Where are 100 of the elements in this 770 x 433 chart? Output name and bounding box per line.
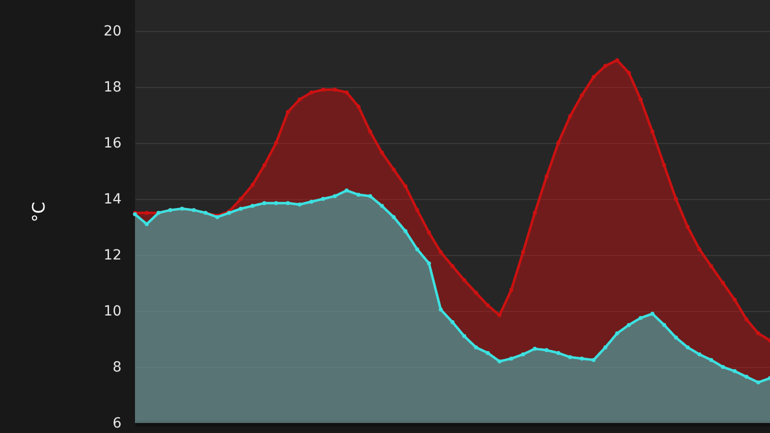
point: [638, 316, 643, 320]
point: [262, 201, 266, 206]
point: [238, 196, 243, 201]
point: [462, 334, 466, 338]
point: [638, 97, 643, 102]
point: [509, 288, 514, 292]
point: [415, 208, 420, 212]
point: [662, 163, 666, 168]
point: [521, 250, 526, 254]
point: [532, 346, 537, 351]
point: [744, 317, 748, 322]
y-tick-label: 14: [104, 191, 122, 208]
point: [615, 58, 620, 62]
point: [509, 356, 514, 361]
point: [521, 352, 526, 356]
point: [286, 110, 290, 114]
point: [732, 369, 737, 374]
point: [286, 201, 290, 206]
point: [344, 188, 349, 192]
point: [626, 322, 631, 327]
point: [403, 184, 408, 188]
point: [368, 130, 372, 134]
point: [544, 348, 549, 352]
point: [321, 196, 326, 201]
point: [262, 163, 266, 168]
point: [298, 97, 302, 102]
point: [592, 358, 596, 362]
point: [650, 130, 654, 134]
y-tick-label: 8: [112, 359, 122, 376]
point: [298, 202, 302, 206]
point: [356, 104, 360, 108]
point: [697, 352, 702, 356]
point: [344, 90, 349, 94]
point: [709, 264, 714, 268]
point: [380, 150, 384, 155]
point: [756, 380, 760, 384]
point: [544, 174, 549, 178]
point: [415, 247, 420, 252]
point: [250, 204, 255, 208]
point: [744, 374, 748, 379]
point: [626, 70, 631, 75]
point: [368, 194, 372, 198]
point: [438, 308, 443, 312]
point: [392, 167, 396, 172]
point: [356, 192, 360, 197]
point: [686, 224, 690, 229]
point: [486, 350, 490, 355]
point: [474, 290, 478, 295]
point: [674, 196, 678, 201]
point: [532, 210, 537, 215]
point: [426, 261, 431, 266]
point: [380, 204, 384, 208]
point: [674, 336, 678, 340]
point: [403, 229, 408, 234]
y-tick-label: 16: [104, 135, 122, 152]
y-tick-label: 6: [112, 416, 122, 432]
y-tick-label: 18: [104, 79, 122, 96]
point: [568, 114, 572, 118]
point: [332, 194, 337, 198]
y-axis-title: °C: [30, 202, 50, 222]
point: [603, 345, 608, 350]
y-tick-label: 10: [104, 303, 122, 320]
point: [144, 222, 149, 226]
point: [756, 331, 760, 336]
point: [603, 64, 608, 68]
point: [486, 303, 490, 308]
point: [462, 278, 466, 282]
point: [392, 215, 396, 220]
point: [238, 206, 243, 211]
point: [450, 264, 454, 268]
point: [426, 230, 431, 235]
point: [709, 358, 714, 362]
point: [615, 331, 620, 336]
point: [556, 350, 560, 355]
point: [686, 345, 690, 350]
point: [309, 90, 314, 94]
point: [720, 280, 725, 285]
point: [144, 210, 149, 215]
point: [498, 359, 502, 364]
point: [662, 322, 666, 327]
y-tick-label: 20: [104, 23, 122, 40]
point: [650, 312, 654, 316]
y-tick-label: 12: [104, 247, 122, 264]
point: [580, 93, 584, 98]
point: [309, 200, 314, 204]
point: [556, 140, 560, 145]
point: [580, 356, 584, 361]
point: [474, 345, 478, 350]
point: [438, 250, 443, 254]
point: [274, 201, 278, 206]
point: [568, 355, 572, 360]
point: [274, 140, 278, 145]
point: [732, 298, 737, 302]
point: [250, 182, 255, 187]
point: [332, 88, 337, 92]
point: [592, 75, 596, 80]
point: [697, 247, 702, 252]
point: [321, 88, 326, 92]
point: [720, 364, 725, 369]
point: [450, 320, 454, 324]
